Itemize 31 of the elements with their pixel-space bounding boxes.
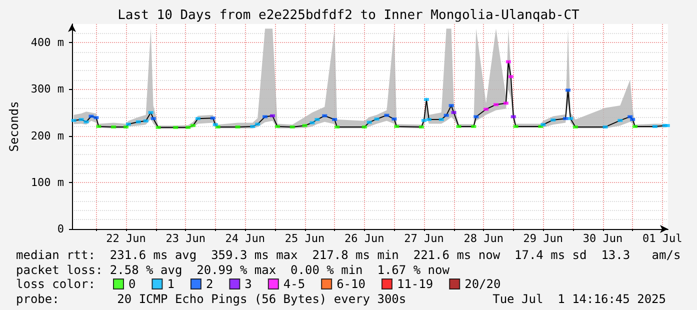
y-axis-title: Seconds xyxy=(7,101,21,152)
chart-title: Last 10 Days from e2e225bdfdf2 to Inner Mongolia-Ulanqab-CT xyxy=(118,8,580,23)
x-tick-label: 27 Jun xyxy=(404,232,444,245)
x-tick-label: 24 Jun xyxy=(225,232,266,245)
x-tick-label: 29 Jun xyxy=(523,232,564,245)
y-tick-label: 0 xyxy=(57,222,64,236)
x-tick-label: 25 Jun xyxy=(284,232,325,245)
x-tick-label: 23 Jun xyxy=(166,232,206,245)
legend-label: 0 xyxy=(128,277,136,291)
x-tick-label: 26 Jun xyxy=(344,232,384,245)
legend-label: 20/20 xyxy=(464,277,501,291)
text: median rtt: 231.6 ms avg 359.3 ms max 217.8 ms min 221.6 ms now 17.4 ms sd 13.3 am/s xyxy=(16,248,681,262)
x-tick-label: 30 Jun xyxy=(582,232,623,245)
legend-label: 2 xyxy=(206,277,214,291)
y-tick-label: 400 m xyxy=(30,36,64,50)
point xyxy=(196,117,200,120)
x-tick-label: 28 Jun xyxy=(464,232,504,245)
legend-label: 11-19 xyxy=(396,277,434,291)
text: probe: 20 ICMP Echo Pings (56 Bytes) every 300s xyxy=(16,292,406,306)
y-tick-label: 200 m xyxy=(30,129,64,142)
x-tick-label: 22 Jun xyxy=(106,232,146,245)
legend-label: 4-5 xyxy=(283,277,306,291)
text: Tue Jul 1 14:16:45 2025 xyxy=(492,292,666,306)
y-tick-label: 300 m xyxy=(30,82,64,96)
text: packet loss: 2.58 % avg 20.99 % max 0.00 % min 1.67 % now xyxy=(16,263,450,277)
text: loss color: xyxy=(16,277,96,291)
x-tick-label: 01 Jul xyxy=(642,232,682,245)
legend-label: 1 xyxy=(167,277,174,291)
y-tick-label: 100 m xyxy=(30,176,64,189)
legend-label: 6-10 xyxy=(336,277,366,291)
legend-label: 3 xyxy=(244,277,252,291)
